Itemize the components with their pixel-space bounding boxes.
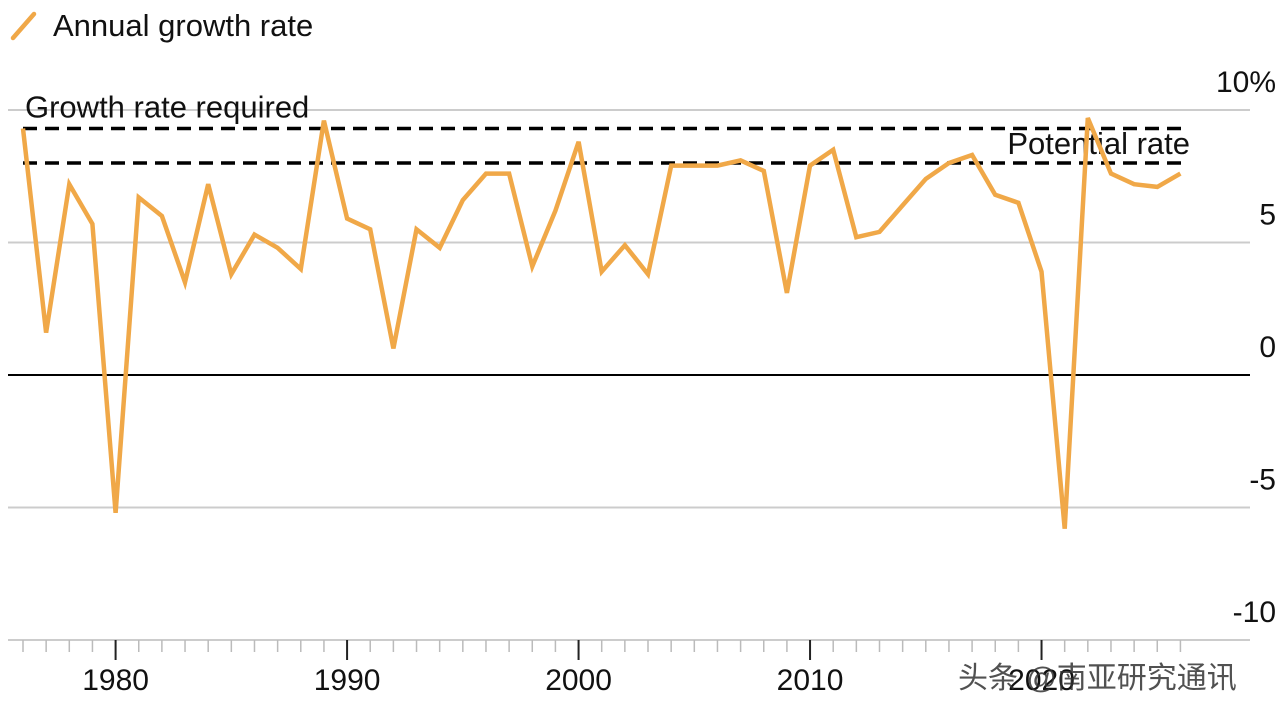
series-layer xyxy=(23,118,1181,529)
grid-layer xyxy=(8,110,1250,640)
y-tick-label: 10% xyxy=(1216,66,1276,99)
x-tick-label: 1980 xyxy=(82,664,149,697)
legend-swatch-icon xyxy=(13,14,34,38)
reference-line-label: Growth rate required xyxy=(25,90,309,125)
y-tick-label: -10 xyxy=(1233,596,1276,629)
legend: Annual growth rate xyxy=(13,8,313,43)
y-tick-label: 5 xyxy=(1259,199,1276,232)
y-tick-label: 0 xyxy=(1259,331,1276,364)
watermark: 头条 @南亚研究通讯 xyxy=(958,662,1237,695)
legend-label: Annual growth rate xyxy=(53,8,313,43)
x-tick-label: 1990 xyxy=(314,664,381,697)
x-tick-label: 2010 xyxy=(777,664,844,697)
series-line xyxy=(23,118,1180,529)
y-tick-label: -5 xyxy=(1249,464,1276,497)
x-tick-label: 2000 xyxy=(545,664,612,697)
